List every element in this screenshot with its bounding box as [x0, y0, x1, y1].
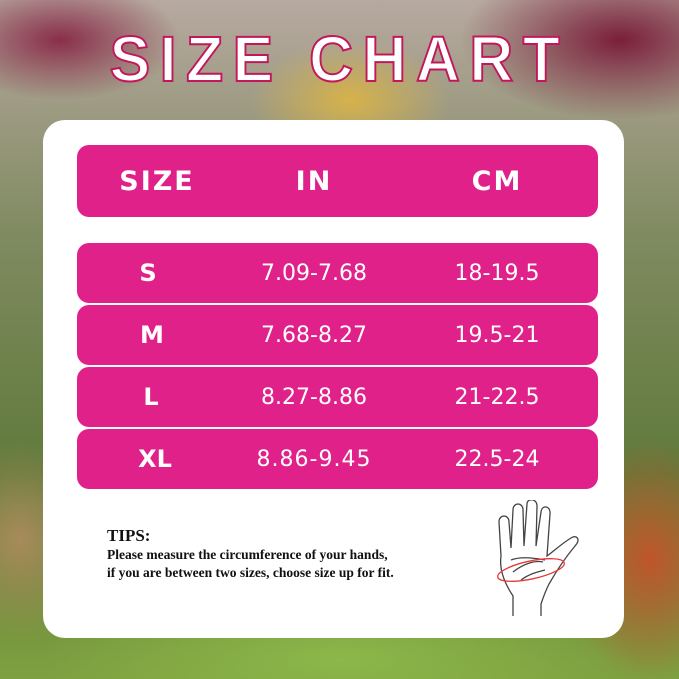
- header-cm: CM: [471, 165, 523, 197]
- cell-size: XL: [138, 445, 172, 473]
- cell-in: 7.09-7.68: [261, 260, 367, 286]
- table-row: M 7.68-8.27 19.5-21: [77, 305, 598, 365]
- header-in: IN: [295, 165, 333, 197]
- cell-in: 7.68-8.27: [261, 322, 367, 348]
- tips-section: TIPS: Please measure the circumference o…: [107, 526, 394, 582]
- cell-size: S: [139, 259, 157, 287]
- hand-measure-icon: [497, 500, 579, 616]
- table-row: S 7.09-7.68 18-19.5: [77, 243, 598, 303]
- tips-line-2: if you are between two sizes, choose siz…: [107, 565, 394, 580]
- cell-cm: 18-19.5: [454, 260, 540, 286]
- table-row: XL 8.86-9.45 22.5-24: [77, 429, 598, 489]
- tips-line-1: Please measure the circumference of your…: [107, 547, 388, 562]
- cell-cm: 21-22.5: [454, 384, 540, 410]
- tips-heading: TIPS:: [107, 526, 151, 545]
- size-chart-card: SIZE IN CM S 7.09-7.68 18-19.5 M 7.68-8.…: [43, 120, 624, 638]
- cell-size: L: [143, 383, 159, 411]
- table-row: L 8.27-8.86 21-22.5: [77, 367, 598, 427]
- table-header: SIZE IN CM: [77, 145, 598, 217]
- page-title: SIZE CHART: [109, 22, 570, 96]
- cell-cm: 19.5-21: [454, 322, 540, 348]
- header-size: SIZE: [119, 165, 195, 197]
- cell-size: M: [140, 321, 164, 349]
- cell-cm: 22.5-24: [454, 446, 540, 472]
- cell-in: 8.27-8.86: [261, 384, 367, 410]
- cell-in: 8.86-9.45: [256, 446, 372, 472]
